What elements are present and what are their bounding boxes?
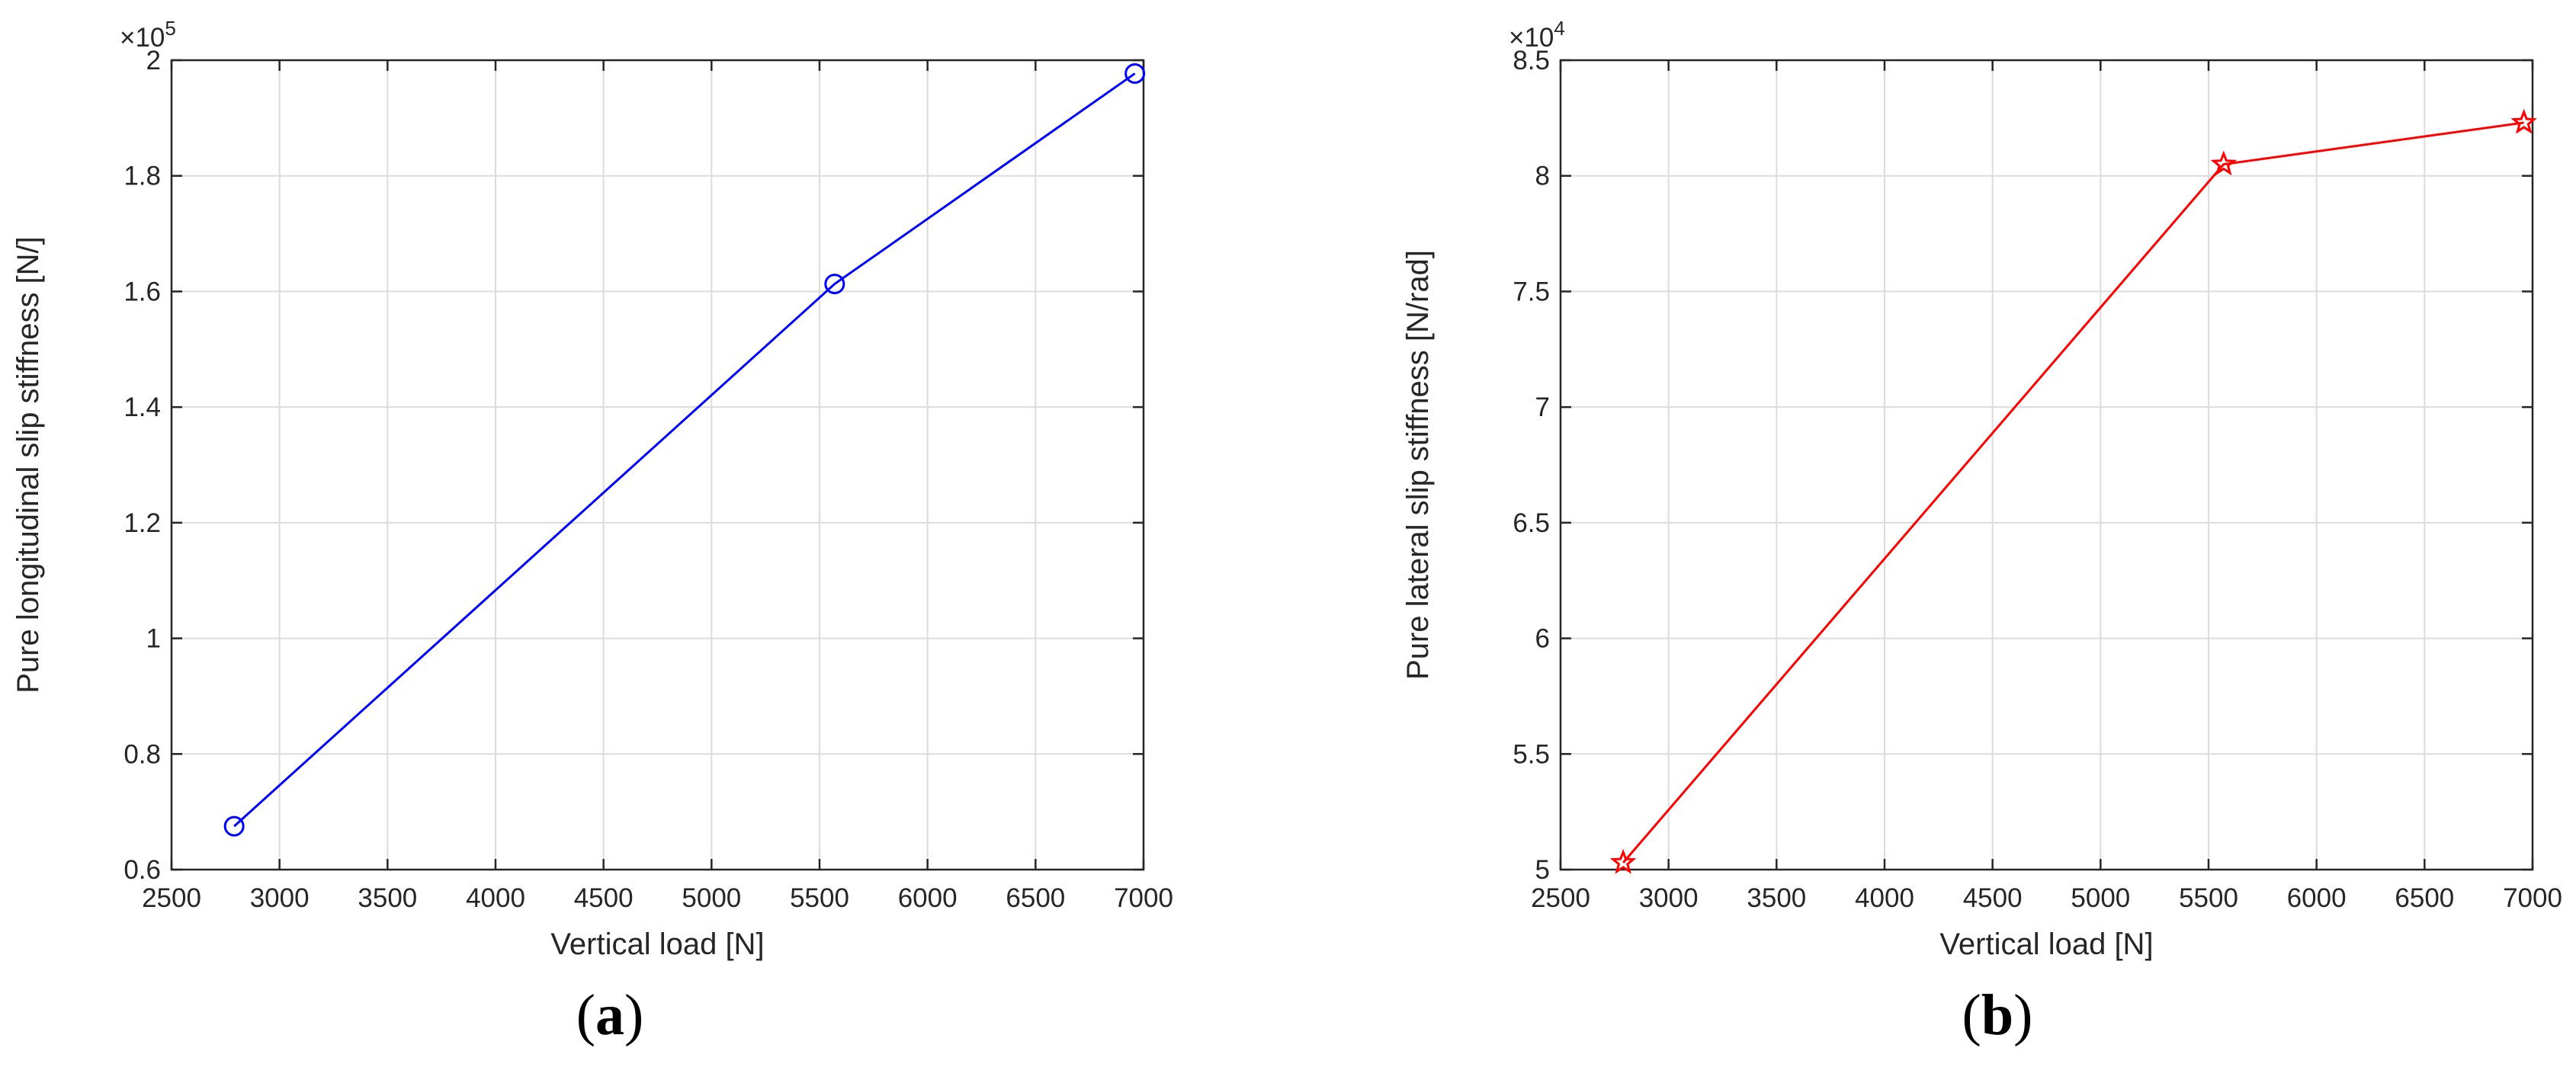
- y-tick-label: 1.4: [124, 393, 161, 422]
- y-tick-label: 5.5: [1513, 739, 1550, 769]
- panel-caption-open-paren: (: [576, 983, 595, 1047]
- y-tick-label: 2: [146, 46, 161, 75]
- data-point-marker: [824, 274, 845, 295]
- x-axis-label: Vertical load [N]: [550, 928, 764, 961]
- series-line: [1622, 121, 2524, 864]
- y-axis-multiplier: ×105: [120, 17, 176, 53]
- panel-caption: (b): [1962, 983, 2033, 1047]
- data-point-marker: [1124, 62, 1146, 84]
- y-tick-label: 7.5: [1513, 277, 1550, 306]
- x-tick-label: 4000: [466, 883, 525, 913]
- y-tick-label: 8.5: [1513, 46, 1550, 75]
- x-tick-label: 5000: [2071, 883, 2130, 913]
- y-tick-label: 5: [1535, 855, 1550, 885]
- x-tick-label: 7000: [2503, 883, 2562, 913]
- x-axis-label: Vertical load [N]: [1939, 928, 2153, 961]
- y-axis-label: Pure lateral slip stiffness [N/rad]: [1401, 250, 1435, 680]
- y-tick-label: 6.5: [1513, 508, 1550, 538]
- x-tick-label: 2500: [142, 883, 201, 913]
- x-tick-label: 6500: [1006, 883, 1065, 913]
- panel-caption-letter: b: [1981, 983, 2013, 1047]
- y-axis-multiplier-exponent: 5: [165, 17, 175, 40]
- x-tick-label: 5500: [2179, 883, 2238, 913]
- y-tick-label: 1.8: [124, 162, 161, 191]
- y-tick-label: 1: [146, 624, 161, 654]
- panel-caption-open-paren: (: [1962, 983, 1981, 1047]
- x-tick-label: 5500: [790, 883, 849, 913]
- y-tick-label: 0.6: [124, 855, 161, 885]
- x-tick-label: 3500: [1747, 883, 1806, 913]
- y-tick-label: 1.2: [124, 508, 161, 538]
- x-tick-label: 6500: [2395, 883, 2454, 913]
- plot-frame: [1559, 59, 2534, 871]
- panel-caption: (a): [576, 983, 644, 1047]
- y-tick-label: 1.6: [124, 277, 161, 306]
- panel-b-chart: 2500 3000 3500 4000 4500 5000 5500 6000 6500 7000…: [1401, 17, 2562, 1047]
- panel-caption-close-paren: ): [2013, 983, 2032, 1047]
- x-tick-label: 6000: [898, 883, 958, 913]
- x-tick-label: 2500: [1531, 883, 1590, 913]
- y-axis-multiplier-exponent: 4: [1554, 17, 1564, 40]
- x-tick-label: 3500: [358, 883, 417, 913]
- data-point-marker: [2210, 150, 2238, 176]
- x-tick-label: 7000: [1114, 883, 1173, 913]
- panel-a-chart: 2500 3000 3500 4000 4500 5000 5500 6000 6500 7000…: [11, 17, 1173, 1047]
- x-tick-label: 3000: [250, 883, 310, 913]
- plot-frame: [170, 59, 1145, 871]
- x-tick-label: 4500: [574, 883, 634, 913]
- y-axis-multiplier: ×104: [1509, 17, 1565, 53]
- x-tick-label: 4500: [1963, 883, 2023, 913]
- panel-caption-letter: a: [595, 983, 624, 1047]
- y-tick-label: 0.8: [124, 739, 161, 769]
- x-tick-label: 3000: [1639, 883, 1699, 913]
- data-point-marker: [223, 815, 245, 837]
- y-axis-label: Pure longitudinal slip stiffness [N/]: [11, 236, 45, 694]
- x-tick-label: 6000: [2287, 883, 2347, 913]
- series-line: [233, 72, 1136, 828]
- x-tick-label: 5000: [682, 883, 741, 913]
- panel-caption-close-paren: ): [624, 983, 643, 1047]
- x-tick-label: 4000: [1855, 883, 1914, 913]
- data-point-marker: [1609, 848, 1637, 874]
- data-point-marker: [2510, 108, 2537, 134]
- y-tick-label: 6: [1535, 624, 1550, 654]
- y-tick-label: 8: [1535, 162, 1550, 191]
- y-tick-label: 7: [1535, 393, 1550, 422]
